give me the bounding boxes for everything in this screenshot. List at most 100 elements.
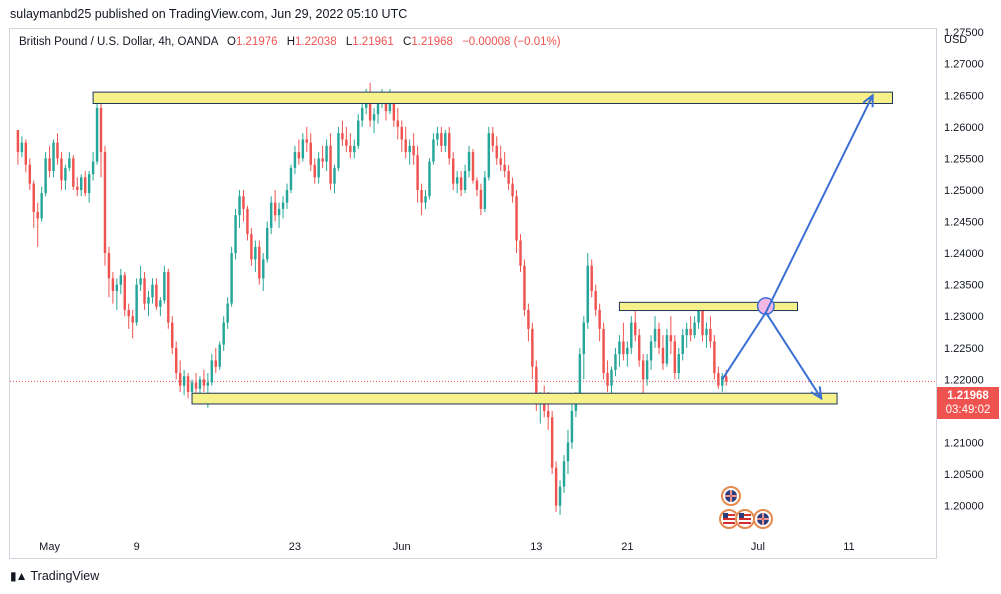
candle <box>693 316 696 339</box>
x-tick-label: 11 <box>843 541 854 553</box>
candle <box>444 130 447 153</box>
us-flag-icon[interactable] <box>735 509 755 529</box>
publisher-line: sulaymanbd25 published on TradingView.co… <box>10 7 408 21</box>
high-value: 1.22038 <box>295 36 337 48</box>
candle <box>281 196 285 219</box>
candle <box>262 253 265 291</box>
projection-path[interactable] <box>721 94 874 380</box>
candle <box>265 221 269 263</box>
x-tick-label: 13 <box>530 541 542 553</box>
candle <box>455 171 459 194</box>
projection-paths[interactable] <box>721 93 874 401</box>
y-tick-label: 1.25000 <box>944 185 984 197</box>
zone-rectangle[interactable] <box>191 392 838 405</box>
candle <box>681 328 684 361</box>
last-price-tag: 1.21968 03:49:02 <box>937 387 999 419</box>
candle <box>76 177 79 197</box>
zones[interactable] <box>92 91 893 405</box>
candle <box>258 240 261 285</box>
candle <box>64 164 67 190</box>
candle <box>590 259 593 298</box>
candle <box>305 126 309 153</box>
candle <box>52 139 55 178</box>
last-price-value: 1.21968 <box>947 390 989 402</box>
candle <box>523 259 526 317</box>
candle <box>139 265 142 291</box>
candle <box>103 145 107 266</box>
y-tick-label: 1.23000 <box>944 311 984 323</box>
candle <box>333 164 336 194</box>
candle <box>550 410 554 475</box>
candle <box>194 373 198 396</box>
close-label: C <box>403 36 412 48</box>
candle <box>570 404 574 449</box>
us-flag-icon[interactable] <box>719 509 739 529</box>
symbol-description: British Pound / U.S. Dollar, 4h, OANDA <box>19 36 218 48</box>
event-flags[interactable] <box>719 486 773 529</box>
candle <box>273 189 277 222</box>
candle <box>360 101 364 127</box>
chart-frame <box>9 28 937 559</box>
zone-rectangle[interactable] <box>618 301 798 312</box>
candle <box>297 139 301 165</box>
candle <box>56 133 59 165</box>
candle <box>645 354 649 386</box>
candle <box>214 347 218 374</box>
candle <box>254 240 257 273</box>
candle <box>226 297 229 329</box>
low-value: 1.21961 <box>352 36 394 48</box>
y-tick-label: 1.26500 <box>944 90 984 102</box>
y-tick-label: 1.25500 <box>944 153 984 165</box>
zone-rectangle[interactable] <box>92 91 893 104</box>
x-tick-label: 23 <box>289 541 301 553</box>
y-tick-label: 1.24500 <box>944 217 984 229</box>
candle <box>606 360 609 392</box>
candle <box>250 227 253 266</box>
candle <box>91 152 95 181</box>
candle <box>626 341 629 367</box>
y-tick-label: 1.23500 <box>944 280 984 292</box>
low-label: L <box>345 36 353 48</box>
candle <box>420 183 423 216</box>
candle <box>562 455 566 493</box>
uk-flag-icon[interactable] <box>753 509 773 529</box>
candle <box>143 272 146 310</box>
candle <box>408 139 411 165</box>
y-tick-label: 1.24000 <box>944 248 984 260</box>
candle <box>277 202 281 228</box>
y-axis-ticks: 1.27500 1.27000 1.26500 1.26000 1.25500 1.250… <box>944 27 984 512</box>
candle <box>72 155 75 190</box>
candle <box>171 316 174 355</box>
tradingview-brand[interactable]: ▮▲ TradingView <box>10 569 99 583</box>
candle <box>44 152 47 197</box>
brand-name: TradingView <box>30 569 100 583</box>
tradingview-logo-icon: ▮▲ <box>10 569 28 583</box>
candle <box>111 272 115 304</box>
candle <box>705 322 708 348</box>
candle <box>404 126 407 159</box>
candle <box>653 316 657 348</box>
candle <box>677 347 681 380</box>
candle <box>36 202 39 247</box>
candle <box>345 126 348 153</box>
candle <box>20 136 24 158</box>
candle <box>491 126 495 153</box>
candle <box>353 139 356 159</box>
candle <box>178 360 182 392</box>
uk-flag-icon[interactable] <box>721 486 741 506</box>
candle <box>614 347 617 377</box>
candle <box>495 136 498 165</box>
candle <box>432 133 435 165</box>
y-tick-label: 1.20000 <box>944 501 984 513</box>
candle <box>669 316 673 355</box>
projection-path[interactable] <box>764 311 823 399</box>
candle <box>451 152 455 190</box>
open-value: 1.21976 <box>235 36 278 48</box>
candle <box>301 133 305 162</box>
candle <box>685 322 688 348</box>
candle <box>586 253 589 329</box>
candle <box>709 316 712 348</box>
candle <box>99 98 103 178</box>
candle <box>87 171 91 203</box>
